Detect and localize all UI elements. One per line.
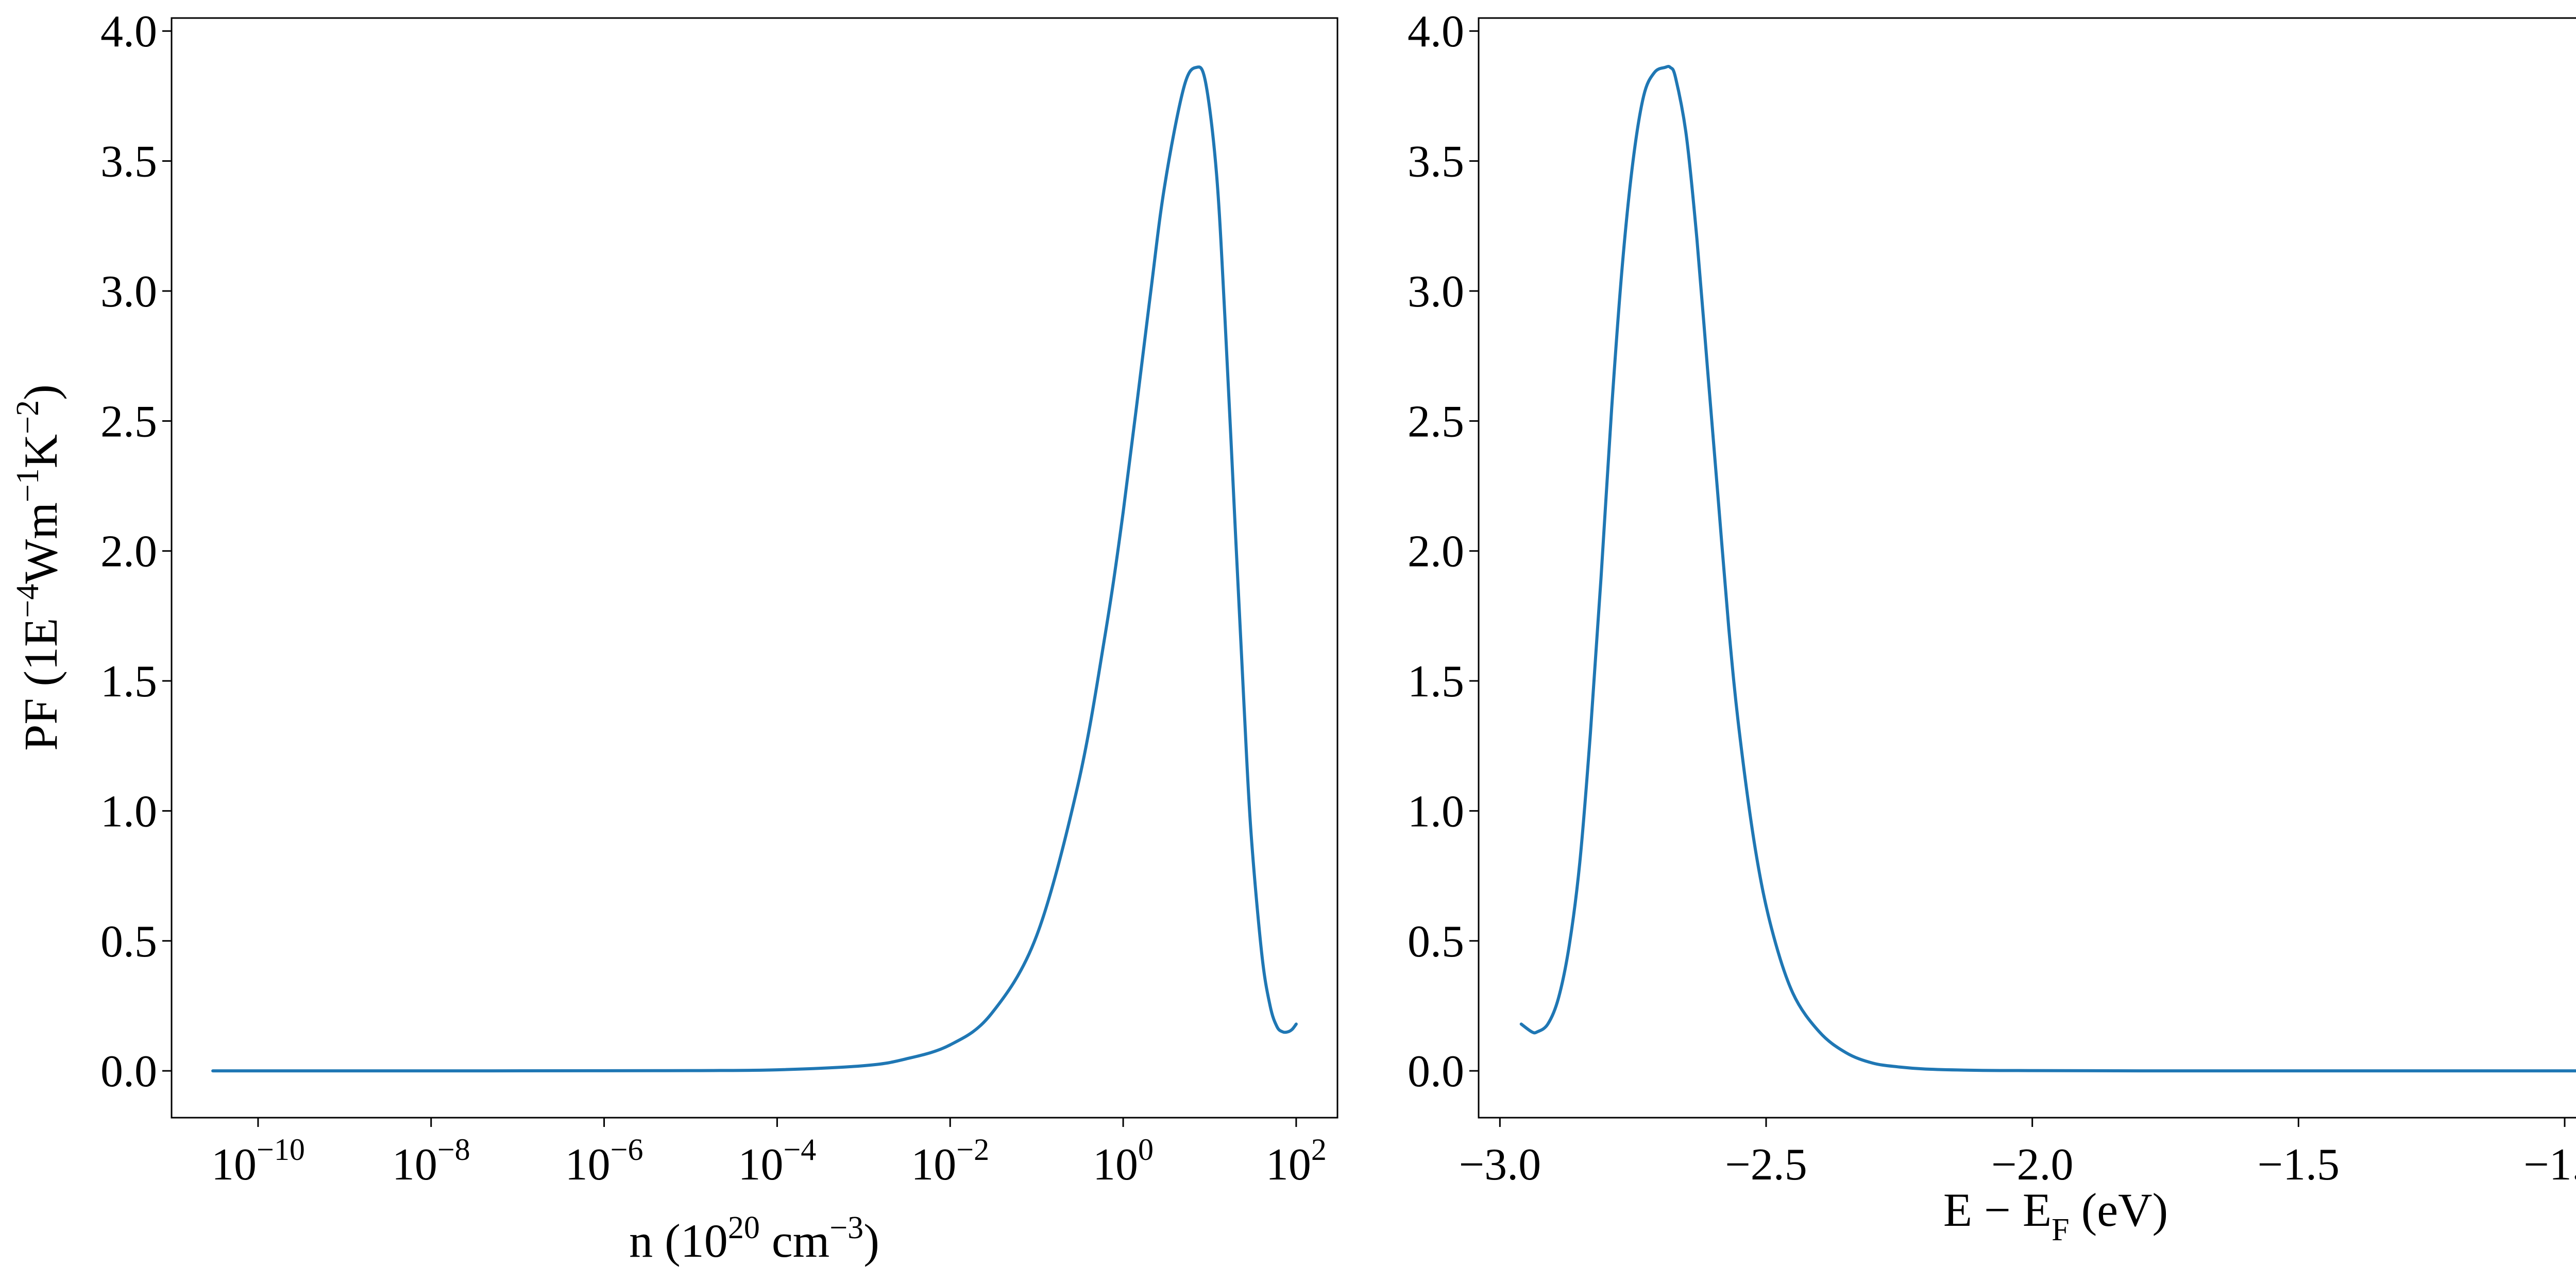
left-y-tick-label: 1.0 [100, 786, 157, 836]
right-y-tick-label: 1.0 [1408, 786, 1464, 836]
right-x-tick-label: −1.0 [2523, 1140, 2576, 1190]
right-x-tick-label: −2.0 [1991, 1140, 2074, 1190]
left-x-tick-label: 10−6 [565, 1133, 643, 1190]
right-y-axis-ticks: 0.0 0.5 1.0 1.5 2.0 2.5 3.0 3.5 4.0 [1408, 7, 1479, 1097]
left-x-tick-label: 102 [1266, 1133, 1327, 1190]
right-plot-frame [1478, 17, 2576, 1119]
right-y-tick-label: 4.0 [1408, 7, 1464, 57]
right-y-tick-label: 0.0 [1408, 1047, 1464, 1097]
left-y-tick-label: 0.0 [100, 1047, 157, 1097]
right-x-axis-ticks: −3.0 −2.5 −2.0 −1.5 −1.0 [1459, 1118, 2576, 1190]
left-y-tick-label: 2.5 [100, 397, 157, 447]
right-y-tick-label: 2.0 [1408, 527, 1464, 577]
left-y-tick-label: 3.5 [100, 137, 157, 187]
left-x-tick-label: 10−10 [211, 1133, 305, 1190]
right-y-tick-label: 3.5 [1408, 137, 1464, 187]
left-y-tick-label: 0.5 [100, 917, 157, 967]
left-y-axis-ticks: 0.0 0.5 1.0 1.5 2.0 2.5 3.0 3.5 4.0 [100, 7, 172, 1097]
right-series-line [1519, 64, 2576, 1073]
left-y-tick-label: 4.0 [100, 7, 157, 57]
left-series-group [211, 65, 1298, 1073]
left-x-axis-label: n (1020 cm−3) [629, 1210, 879, 1267]
right-y-tick-label: 3.0 [1408, 267, 1464, 317]
right-x-tick-label: −2.5 [1725, 1140, 1807, 1190]
left-y-axis-label: PF (1E−4Wm−1K−2) [10, 384, 67, 751]
left-y-tick-label: 3.0 [100, 267, 157, 317]
left-x-tick-label: 100 [1093, 1133, 1154, 1190]
left-x-tick-label: 10−4 [738, 1133, 816, 1190]
left-plot-frame [171, 17, 1338, 1119]
left-chart-panel: 0.00.51.01.52.02.53.03.54.0 10−10 10−8 10−… [10, 7, 1338, 1267]
right-x-tick-label: −3.0 [1459, 1140, 1541, 1190]
right-chart-panel: 0.0 0.5 1.0 1.5 2.0 2.5 3.0 3.5 4.0 −3.0 −2.5 −2.0… [1408, 7, 2576, 1247]
left-y-tick-label: 1.5 [100, 657, 157, 707]
right-x-axis-label: E − EF (eV) [1943, 1184, 2168, 1247]
right-series-group [1519, 64, 2576, 1073]
left-series-line [211, 65, 1298, 1073]
left-y-tick-label: 2.0 [100, 527, 157, 577]
left-x-tick-label: 10−8 [392, 1133, 470, 1190]
left-x-tick-label: 10−2 [911, 1133, 989, 1190]
right-y-tick-label: 1.5 [1408, 657, 1464, 707]
right-y-tick-label: 0.5 [1408, 917, 1464, 967]
right-y-tick-label: 2.5 [1408, 397, 1464, 447]
left-x-axis-ticks: 10−10 10−8 10−6 10−4 10−2 100 102 [211, 1118, 1327, 1190]
right-x-tick-label: −1.5 [2258, 1140, 2340, 1190]
